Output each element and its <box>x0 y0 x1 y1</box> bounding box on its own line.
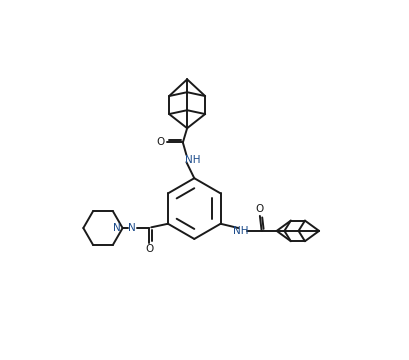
Text: N: N <box>128 223 136 233</box>
Text: N: N <box>113 223 121 233</box>
Text: NH: NH <box>184 155 200 165</box>
Text: O: O <box>145 244 153 255</box>
Text: NH: NH <box>233 226 248 236</box>
Text: O: O <box>255 204 263 215</box>
Text: O: O <box>156 138 164 148</box>
